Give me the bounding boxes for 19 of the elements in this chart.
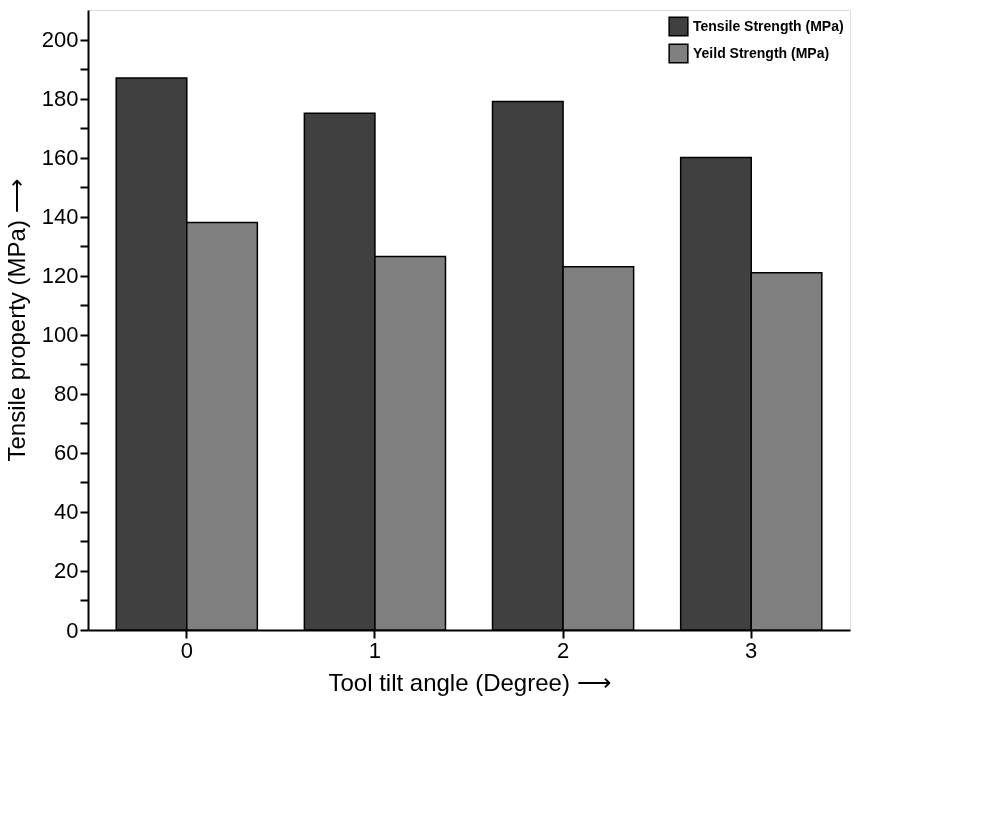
y-tick-label: 200 xyxy=(41,27,79,53)
x-axis-title: Tool tilt angle (Degree) ⟶ xyxy=(328,668,611,696)
y-tick-label: 160 xyxy=(41,145,79,171)
y-tick-label: 180 xyxy=(41,86,79,112)
y-tick-label: 100 xyxy=(41,322,79,348)
y-axis-title: Tensile property (MPa) ⟶ xyxy=(2,179,30,462)
legend-label: Yeild Strength (MPa) xyxy=(693,44,830,61)
x-tick-label: 3 xyxy=(745,637,758,663)
y-tick-label: 60 xyxy=(54,440,79,466)
y-tick-label: 40 xyxy=(54,499,79,525)
x-tick-label: 2 xyxy=(556,637,570,663)
y-tick-label: 0 xyxy=(66,617,79,643)
x-tick-label: 0 xyxy=(180,637,193,663)
y-tick-label: 80 xyxy=(54,381,79,407)
y-tick-label: 120 xyxy=(41,263,79,289)
legend-label: Tensile Strength (MPa) xyxy=(693,17,844,34)
y-tick-label: 140 xyxy=(41,204,79,230)
x-tick-label: 1 xyxy=(368,637,382,663)
y-tick-label: 20 xyxy=(54,558,79,584)
